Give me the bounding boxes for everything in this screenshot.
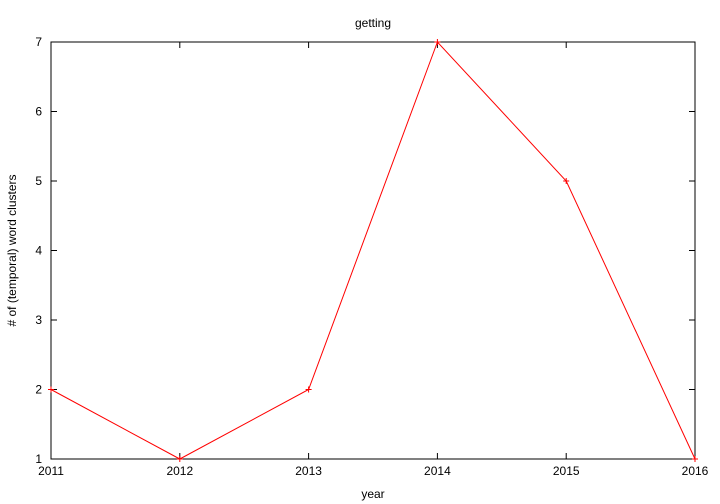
x-tick-label: 2016 <box>682 464 709 478</box>
data-point-marker <box>176 456 183 462</box>
data-point-marker <box>692 456 698 462</box>
y-tick-label: 4 <box>35 244 42 258</box>
y-tick-label: 7 <box>35 35 42 49</box>
x-tick-label: 2011 <box>38 464 64 478</box>
chart-title: getting <box>355 16 391 30</box>
data-point-marker <box>563 178 570 184</box>
y-axis-ticks: 1 2 3 4 5 6 7 <box>35 35 695 466</box>
data-point-marker <box>48 386 54 393</box>
y-tick-label: 3 <box>35 313 42 327</box>
y-tick-label: 5 <box>35 174 42 188</box>
x-tick-label: 2015 <box>553 464 580 478</box>
y-tick-label: 6 <box>35 105 42 119</box>
series-line <box>50 41 696 460</box>
x-tick-label: 2013 <box>295 464 322 478</box>
x-tick-label: 2012 <box>166 464 193 478</box>
y-tick-label: 1 <box>35 452 42 466</box>
x-tick-label: 2014 <box>424 464 451 478</box>
data-point-marker <box>434 39 441 45</box>
x-axis-label: year <box>361 487 384 501</box>
series-layer <box>48 39 698 462</box>
y-tick-label: 2 <box>35 383 42 397</box>
x-axis-ticks: 2011 2012 2013 2014 2015 2016 <box>38 42 709 478</box>
data-point-marker <box>305 386 312 393</box>
y-axis-label: # of (temporal) word clusters <box>5 174 19 326</box>
